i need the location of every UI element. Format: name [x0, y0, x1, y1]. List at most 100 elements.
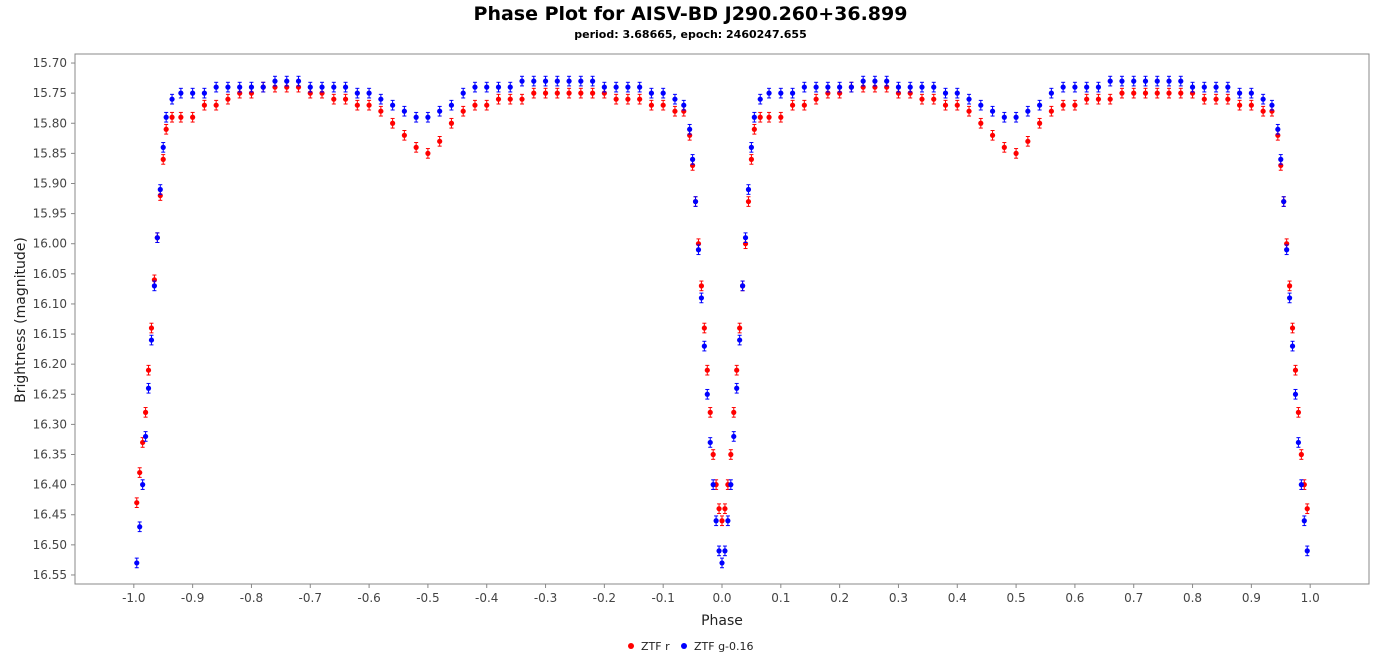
data-point — [728, 482, 734, 488]
data-point — [825, 84, 831, 90]
chart-subtitle: period: 3.68665, epoch: 2460247.655 — [574, 28, 807, 41]
data-point — [681, 102, 687, 108]
data-point — [1281, 198, 1287, 205]
data-point — [225, 84, 231, 90]
data-point — [731, 433, 737, 440]
data-point — [989, 108, 996, 114]
data-point — [1201, 84, 1207, 90]
y-tick-label: 16.55 — [33, 568, 67, 582]
data-point — [1189, 84, 1196, 90]
y-tick-label: 15.75 — [33, 86, 67, 100]
data-point — [698, 295, 705, 301]
x-tick-label: -0.8 — [240, 591, 263, 605]
data-point — [1131, 90, 1137, 96]
data-point — [1119, 90, 1125, 96]
data-point — [801, 84, 807, 90]
data-point — [590, 78, 596, 84]
data-point — [1278, 156, 1284, 162]
data-point — [704, 391, 710, 397]
data-point — [695, 247, 702, 253]
data-point — [728, 451, 734, 458]
data-point — [140, 439, 146, 446]
data-point — [1060, 102, 1066, 108]
y-tick-label: 16.45 — [33, 508, 67, 522]
data-point — [401, 132, 407, 138]
y-tick-label: 16.05 — [33, 267, 67, 281]
data-point — [157, 186, 163, 193]
data-point — [366, 102, 372, 108]
x-tick-label: 0.1 — [771, 591, 790, 605]
data-point — [813, 84, 819, 90]
data-point — [734, 367, 740, 373]
data-point — [1048, 90, 1054, 96]
data-point — [751, 114, 757, 120]
data-point — [942, 102, 949, 108]
data-point — [331, 96, 337, 102]
data-point — [495, 84, 502, 90]
x-axis-label: Phase — [701, 613, 743, 629]
x-tick-label: -0.5 — [416, 591, 439, 605]
data-point — [566, 78, 572, 84]
data-point — [342, 84, 349, 90]
data-point — [148, 325, 155, 331]
data-point — [531, 78, 537, 84]
data-point — [1213, 96, 1219, 102]
x-tick-label: -0.6 — [357, 591, 380, 605]
data-point — [260, 84, 266, 90]
data-point — [648, 102, 655, 108]
data-point — [789, 102, 796, 108]
data-point — [169, 96, 175, 102]
data-point — [1295, 409, 1302, 415]
data-point — [710, 482, 716, 488]
series-ztf-g — [134, 75, 1310, 569]
data-point — [739, 283, 746, 289]
data-point — [687, 126, 693, 132]
data-point — [719, 560, 725, 566]
data-point — [366, 90, 372, 96]
data-point — [1225, 84, 1231, 90]
data-point — [931, 96, 937, 102]
data-point — [692, 198, 699, 205]
data-point — [307, 84, 313, 90]
data-point — [460, 108, 466, 114]
data-point — [190, 90, 196, 96]
x-tick-label: 0.9 — [1242, 591, 1261, 605]
x-axis: -1.0 -0.9 -0.8 -0.7 -0.6 -0.5 -0.4 -0.3 -0.2 -0.1… — [122, 584, 1320, 605]
data-point — [707, 439, 713, 446]
data-point — [519, 78, 525, 84]
y-tick-label: 16.40 — [33, 478, 67, 492]
data-point — [1275, 126, 1281, 132]
data-point — [1225, 96, 1231, 102]
data-point — [745, 186, 752, 193]
data-point — [748, 144, 755, 150]
chart-title: Phase Plot for AISV-BD J290.260+36.899 — [473, 3, 908, 25]
y-tick-label: 16.35 — [33, 448, 67, 462]
x-tick-label: 0.7 — [1124, 591, 1143, 605]
data-point — [848, 84, 855, 90]
y-tick-label: 16.15 — [33, 327, 67, 341]
data-point — [1269, 102, 1275, 108]
data-point — [201, 90, 207, 96]
y-tick-label: 15.80 — [33, 116, 67, 130]
data-point — [757, 114, 763, 120]
y-tick-label: 16.00 — [33, 237, 67, 251]
data-point — [1060, 84, 1066, 90]
data-point — [342, 96, 349, 102]
data-point — [425, 150, 431, 156]
data-point — [554, 90, 560, 96]
data-point — [1237, 102, 1243, 108]
y-axis-label: Brightness (magnitude) — [13, 237, 29, 403]
data-point — [1072, 102, 1078, 108]
data-point — [1001, 144, 1007, 150]
data-point — [484, 84, 490, 90]
data-point — [942, 90, 949, 96]
data-point — [272, 78, 278, 84]
data-point — [1025, 138, 1031, 144]
data-point — [766, 114, 772, 120]
data-point — [1166, 90, 1172, 96]
data-point — [613, 96, 619, 102]
data-point — [745, 198, 752, 205]
data-point — [472, 84, 478, 90]
data-point — [137, 524, 143, 530]
data-point — [1178, 78, 1184, 84]
